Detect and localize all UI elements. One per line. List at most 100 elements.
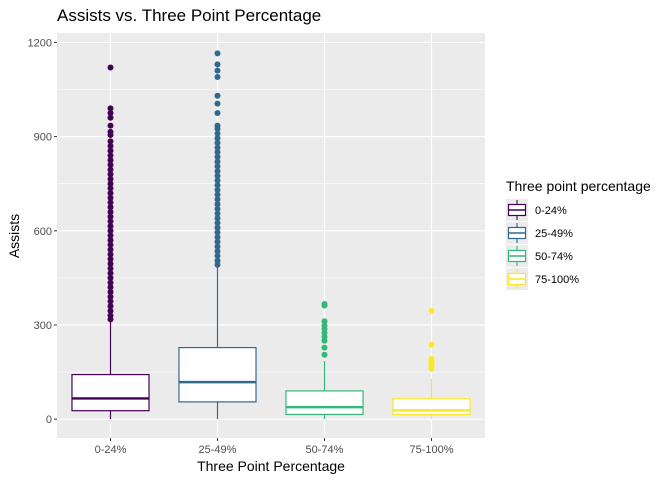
outlier-point [107,241,114,248]
outlier-point [107,270,114,277]
plot-panel [57,33,485,438]
legend-label: 75-100% [535,274,579,286]
box [392,398,471,416]
outlier-point [214,50,221,57]
outlier-point [214,224,221,231]
y-tick-label: 600 [34,226,52,238]
legend-item-0-24%: 0-24% [506,199,567,221]
outlier-point [428,307,435,314]
outlier-point [214,73,221,80]
outlier-point [214,110,221,117]
y-tick-label: 1200 [28,37,52,49]
outlier-point [214,186,221,193]
y-axis-title: Assists [6,214,22,258]
outlier-point [214,229,221,236]
outlier-point [214,130,221,137]
outlier-point [214,67,221,74]
legend: Three point percentage 0-24% 25-49% 50-74%… [506,178,651,290]
outlier-point [214,139,221,146]
boxplot-75-100% [392,307,471,420]
outlier-point [428,341,435,348]
outlier-point [214,149,221,156]
outlier-point [321,318,328,325]
outlier-point [107,161,114,168]
outlier-point [107,105,114,112]
outlier-point [214,92,221,99]
outlier-point [107,171,114,178]
outlier-point [214,144,221,151]
outlier-point [107,303,114,310]
x-tick-label: 75-100% [409,444,453,456]
outlier-point [214,205,221,212]
box [178,346,257,403]
outlier-point [214,163,221,170]
outlier-point [214,210,221,217]
outlier-point [107,166,114,173]
outlier-point [214,238,221,245]
outlier-point [107,143,114,150]
outlier-point [107,190,114,197]
boxplot-50-74% [285,300,364,420]
outlier-point [214,234,221,241]
box [71,373,150,412]
outlier-point [214,172,221,179]
outlier-point [107,147,114,154]
outlier-point [107,128,114,135]
outlier-point [107,157,114,164]
boxplot-25-49% [178,50,257,420]
chart-title: Assists vs. Three Point Percentage [57,6,321,25]
outlier-point [107,237,114,244]
outlier-point [107,194,114,201]
outlier-point [321,344,328,351]
outlier-point [214,215,221,222]
outlier-point [214,191,221,198]
outlier-point [107,293,114,300]
x-axis: 0-24% 25-49% 50-74% 75-100% [95,438,454,456]
outlier-point [107,218,114,225]
outlier-point [107,175,114,182]
outlier-point [107,223,114,230]
outlier-point [214,252,221,259]
outlier-point [107,138,114,145]
boxplot-0-24% [71,64,150,420]
legend-item-50-74%: 50-74% [506,245,573,267]
legend-label: 0-24% [535,205,567,217]
outlier-point [214,122,221,129]
outlier-point [321,300,328,307]
y-axis: 0 300 600 900 1200 [28,37,57,426]
outlier-point [107,265,114,272]
outlier-point [214,243,221,250]
box [285,390,364,416]
legend-label: 50-74% [535,251,573,263]
outlier-point [214,100,221,107]
outlier-point [107,232,114,239]
outlier-point [107,185,114,192]
outlier-point [214,168,221,175]
outlier-point [107,289,114,296]
outlier-point [107,213,114,220]
legend-item-75-100%: 75-100% [506,268,579,290]
outlier-point [428,355,435,362]
outlier-point [321,351,328,358]
outlier-point [214,135,221,142]
outlier-point [107,152,114,159]
outlier-point [107,260,114,267]
outlier-point [107,64,114,71]
y-tick-label: 300 [34,320,52,332]
outlier-point [107,204,114,211]
outlier-point [107,298,114,305]
outlier-point [107,256,114,263]
outlier-point [214,61,221,68]
x-tick-label: 25-49% [199,444,237,456]
outlier-point [214,182,221,189]
outlier-point [107,312,114,319]
outlier-point [107,274,114,281]
outlier-point [214,201,221,208]
outlier-point [107,279,114,286]
outlier-point [214,257,221,264]
outlier-point [107,227,114,234]
outlier-point [214,219,221,226]
outlier-point [214,158,221,165]
outlier-point [107,122,114,129]
boxplots [71,50,471,420]
